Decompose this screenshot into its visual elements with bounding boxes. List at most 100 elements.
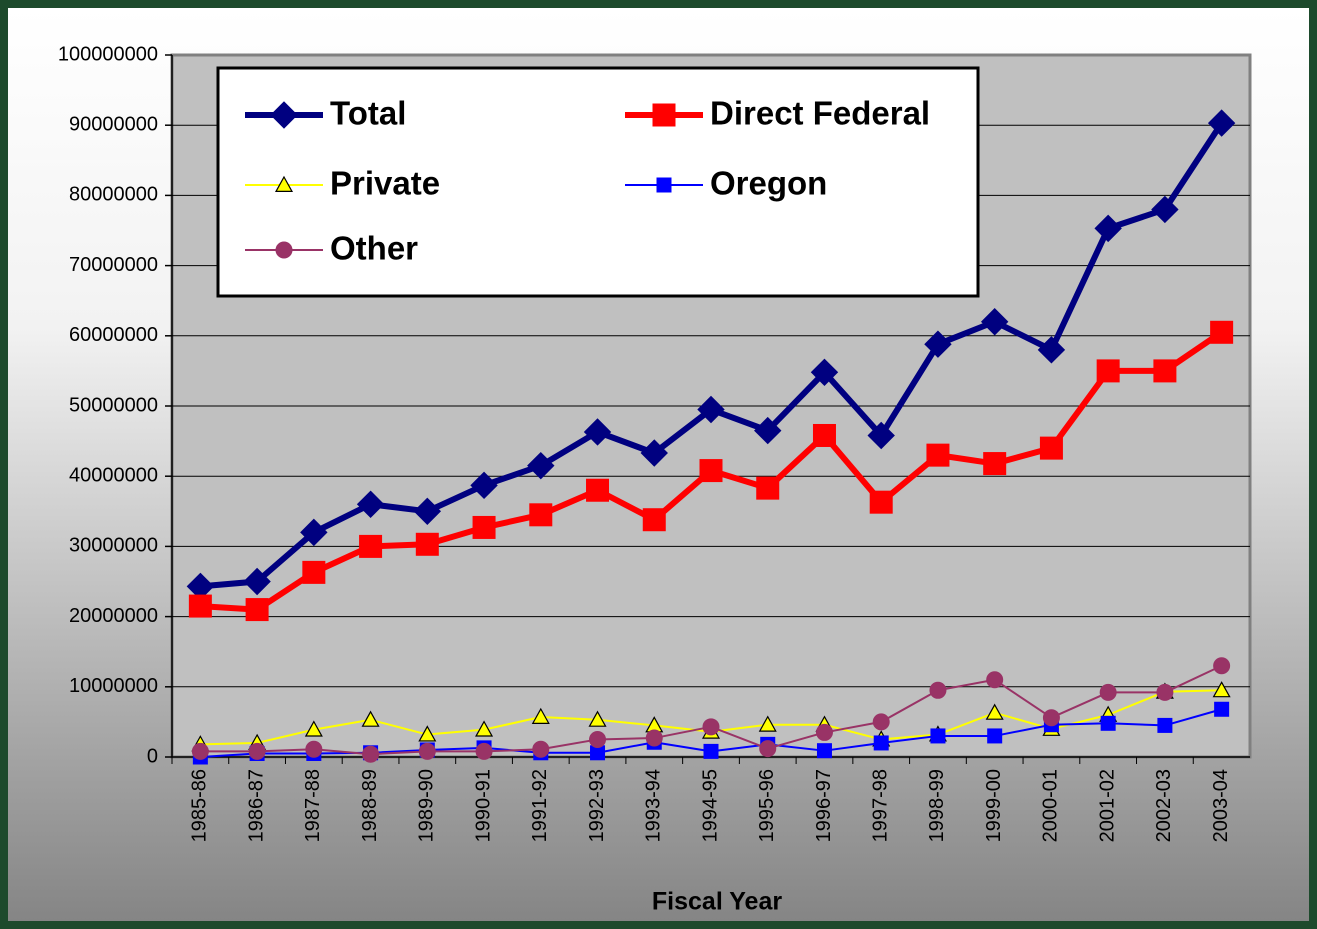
y-tick-label: 50000000	[69, 394, 158, 416]
data-point	[929, 681, 947, 699]
data-point	[1039, 436, 1063, 460]
legend-box	[216, 66, 980, 298]
legend-marker	[274, 175, 294, 192]
data-point	[415, 532, 439, 556]
data-point	[758, 715, 777, 732]
x-tick-label: 2003-04	[1210, 769, 1232, 842]
data-point	[815, 723, 833, 741]
x-tick-label: 1990-91	[472, 769, 494, 842]
data-point	[980, 308, 1009, 336]
y-tick-label: 40000000	[69, 464, 158, 486]
x-tick-label: 1995-96	[756, 769, 778, 842]
data-point	[1214, 701, 1230, 717]
data-point	[759, 740, 777, 758]
data-point	[985, 703, 1004, 720]
data-point	[588, 710, 607, 727]
x-tick-label: 1985-86	[189, 769, 211, 842]
x-tick-label: 2000-01	[1040, 769, 1062, 842]
legend-marker	[652, 103, 676, 127]
y-tick-label: 10000000	[69, 675, 158, 697]
data-point	[872, 713, 890, 731]
data-point	[869, 490, 893, 514]
data-point	[361, 710, 380, 727]
y-tick-label: 0	[147, 745, 158, 767]
data-point	[1213, 657, 1231, 675]
data-point	[1100, 715, 1116, 731]
data-point	[475, 720, 494, 737]
data-point	[816, 743, 832, 759]
x-tick-label: 1989-90	[416, 769, 438, 842]
data-point	[1156, 683, 1174, 701]
data-point	[642, 508, 666, 532]
y-tick-label: 80000000	[69, 184, 158, 206]
legend-label: Direct Federal	[710, 95, 930, 132]
data-point	[532, 740, 550, 758]
data-point	[640, 439, 668, 467]
data-point	[812, 423, 836, 447]
data-point	[754, 416, 782, 445]
data-point	[703, 743, 719, 759]
x-tick-label: 1999-00	[983, 769, 1005, 842]
data-point	[1099, 683, 1117, 701]
legend-label: Oregon	[710, 165, 827, 202]
data-point	[359, 534, 383, 558]
data-point	[645, 729, 663, 747]
legend-marker	[275, 241, 293, 259]
data-point	[986, 671, 1004, 689]
data-point	[531, 707, 550, 724]
x-tick-label: 1993-94	[643, 769, 665, 842]
data-point	[362, 745, 380, 763]
data-point	[472, 515, 496, 539]
x-tick-label: 1987-88	[302, 769, 324, 842]
data-point	[1210, 320, 1234, 344]
y-tick-label: 100000000	[58, 43, 158, 65]
data-point	[188, 594, 212, 618]
data-point	[529, 503, 553, 527]
x-tick-label: 2001-02	[1096, 769, 1118, 842]
data-point	[873, 735, 889, 751]
x-tick-label: 1996-97	[813, 769, 835, 842]
legend-marker	[270, 101, 298, 129]
legend-label: Total	[330, 95, 406, 132]
data-point	[527, 451, 555, 480]
data-point	[302, 560, 326, 584]
data-point	[697, 395, 725, 424]
x-tick-label: 2002-03	[1153, 769, 1175, 842]
data-point	[756, 476, 780, 500]
data-point	[867, 421, 895, 450]
data-point	[418, 742, 436, 760]
data-point	[413, 497, 442, 526]
data-point	[1037, 336, 1066, 364]
data-point	[1207, 109, 1236, 137]
y-tick-label: 90000000	[69, 113, 158, 135]
x-tick-label: 1998-99	[926, 769, 948, 842]
x-tick-label: 1997-98	[869, 769, 891, 842]
data-point	[583, 418, 612, 446]
data-point	[418, 725, 437, 742]
legend-label: Other	[330, 230, 418, 267]
y-tick-label: 30000000	[69, 535, 158, 557]
data-point	[930, 728, 946, 744]
data-point	[924, 330, 952, 358]
x-tick-label: 1992-93	[586, 769, 608, 842]
y-tick-label: 60000000	[69, 324, 158, 346]
data-point	[926, 443, 950, 467]
data-point	[191, 742, 209, 760]
x-tick-label: 1986-87	[245, 769, 267, 842]
data-point	[983, 452, 1007, 476]
data-point	[470, 471, 498, 500]
x-axis-title: Fiscal Year	[652, 888, 782, 916]
data-point	[248, 742, 266, 760]
data-point	[304, 720, 323, 737]
data-point	[300, 518, 328, 547]
data-point	[245, 598, 269, 622]
data-point	[810, 358, 839, 387]
data-point	[1094, 214, 1122, 243]
legend-marker	[656, 177, 672, 193]
y-tick-label: 70000000	[69, 254, 158, 276]
legend: Total Direct Federal Private Oregon Other	[216, 66, 980, 298]
data-point	[702, 718, 720, 736]
data-point	[1212, 681, 1231, 698]
x-tick-label: 1994-95	[699, 769, 721, 842]
